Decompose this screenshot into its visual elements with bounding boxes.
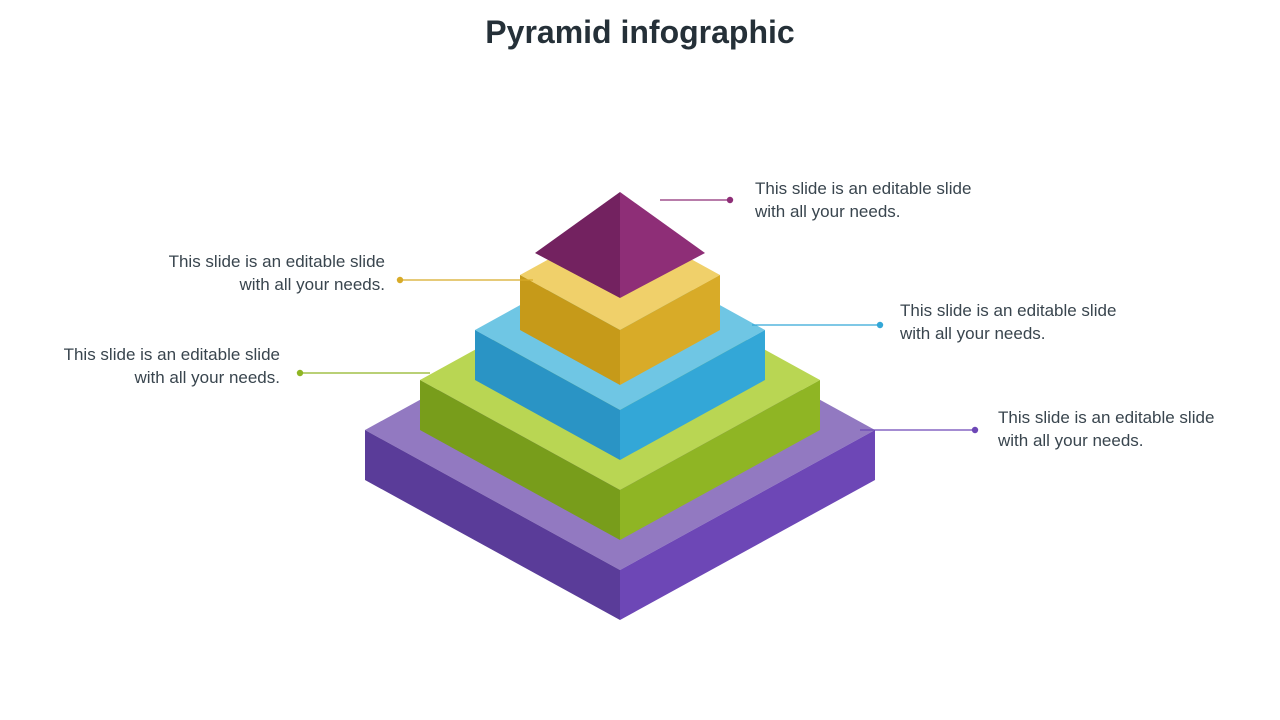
leader-dot-c4 xyxy=(297,370,303,376)
callout-c1: This slide is an editable slide with all… xyxy=(755,178,995,224)
callout-c4: This slide is an editable slide with all… xyxy=(40,344,280,390)
callout-c2: This slide is an editable slide with all… xyxy=(145,251,385,297)
leader-dot-c3 xyxy=(877,322,883,328)
leader-dot-c5 xyxy=(972,427,978,433)
callout-c5: This slide is an editable slide with all… xyxy=(998,407,1238,453)
leader-dot-c1 xyxy=(727,197,733,203)
callout-c3: This slide is an editable slide with all… xyxy=(900,300,1140,346)
leader-dot-c2 xyxy=(397,277,403,283)
